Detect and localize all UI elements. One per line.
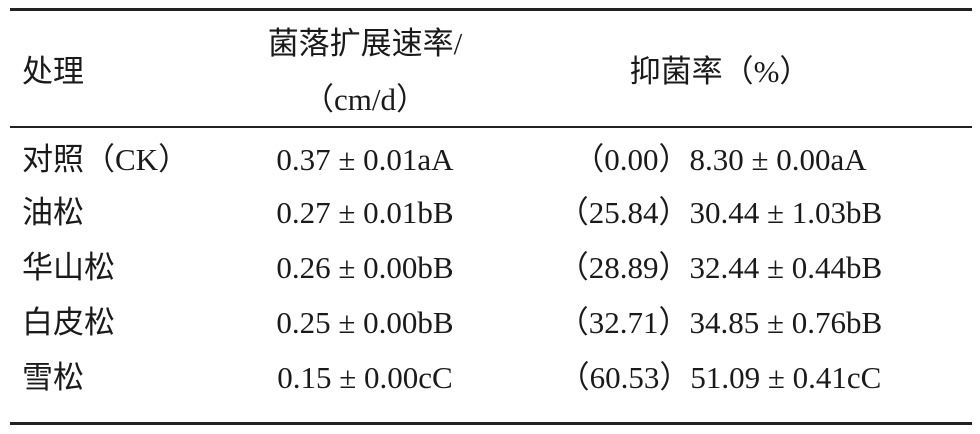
table-cell: 0.37 ± 0.01aA	[276, 142, 454, 177]
table-cell: （0.00）8.30 ± 0.00aA	[573, 142, 867, 177]
header-cell: 抑菌率（%）	[629, 54, 811, 89]
row-label: 对照（CK）	[22, 142, 190, 177]
top-rule	[10, 8, 972, 11]
table-cell: （60.53）51.09 ± 0.41cC	[558, 360, 882, 395]
header-cell: 菌落扩展速率/	[267, 26, 463, 61]
table-cell: 0.27 ± 0.01bB	[276, 195, 454, 230]
table-cell: （25.84）30.44 ± 1.03bB	[557, 195, 883, 230]
row-label: 白皮松	[22, 305, 115, 340]
row-label: 雪松	[22, 360, 84, 395]
table-cell: 0.25 ± 0.00bB	[276, 305, 454, 340]
row-label: 华山松	[22, 250, 115, 285]
header-rule	[10, 126, 972, 128]
bottom-rule	[10, 422, 972, 425]
table-cell: （28.89）32.44 ± 0.44bB	[557, 250, 883, 285]
table-cell: （32.71）34.85 ± 0.76bB	[557, 305, 883, 340]
table-cell: 0.15 ± 0.00cC	[277, 360, 453, 395]
row-label: 油松	[22, 195, 84, 230]
table-cell: 0.26 ± 0.00bB	[276, 250, 454, 285]
header-cell: 处理	[22, 54, 84, 89]
header-cell: （cm/d）	[303, 82, 427, 117]
